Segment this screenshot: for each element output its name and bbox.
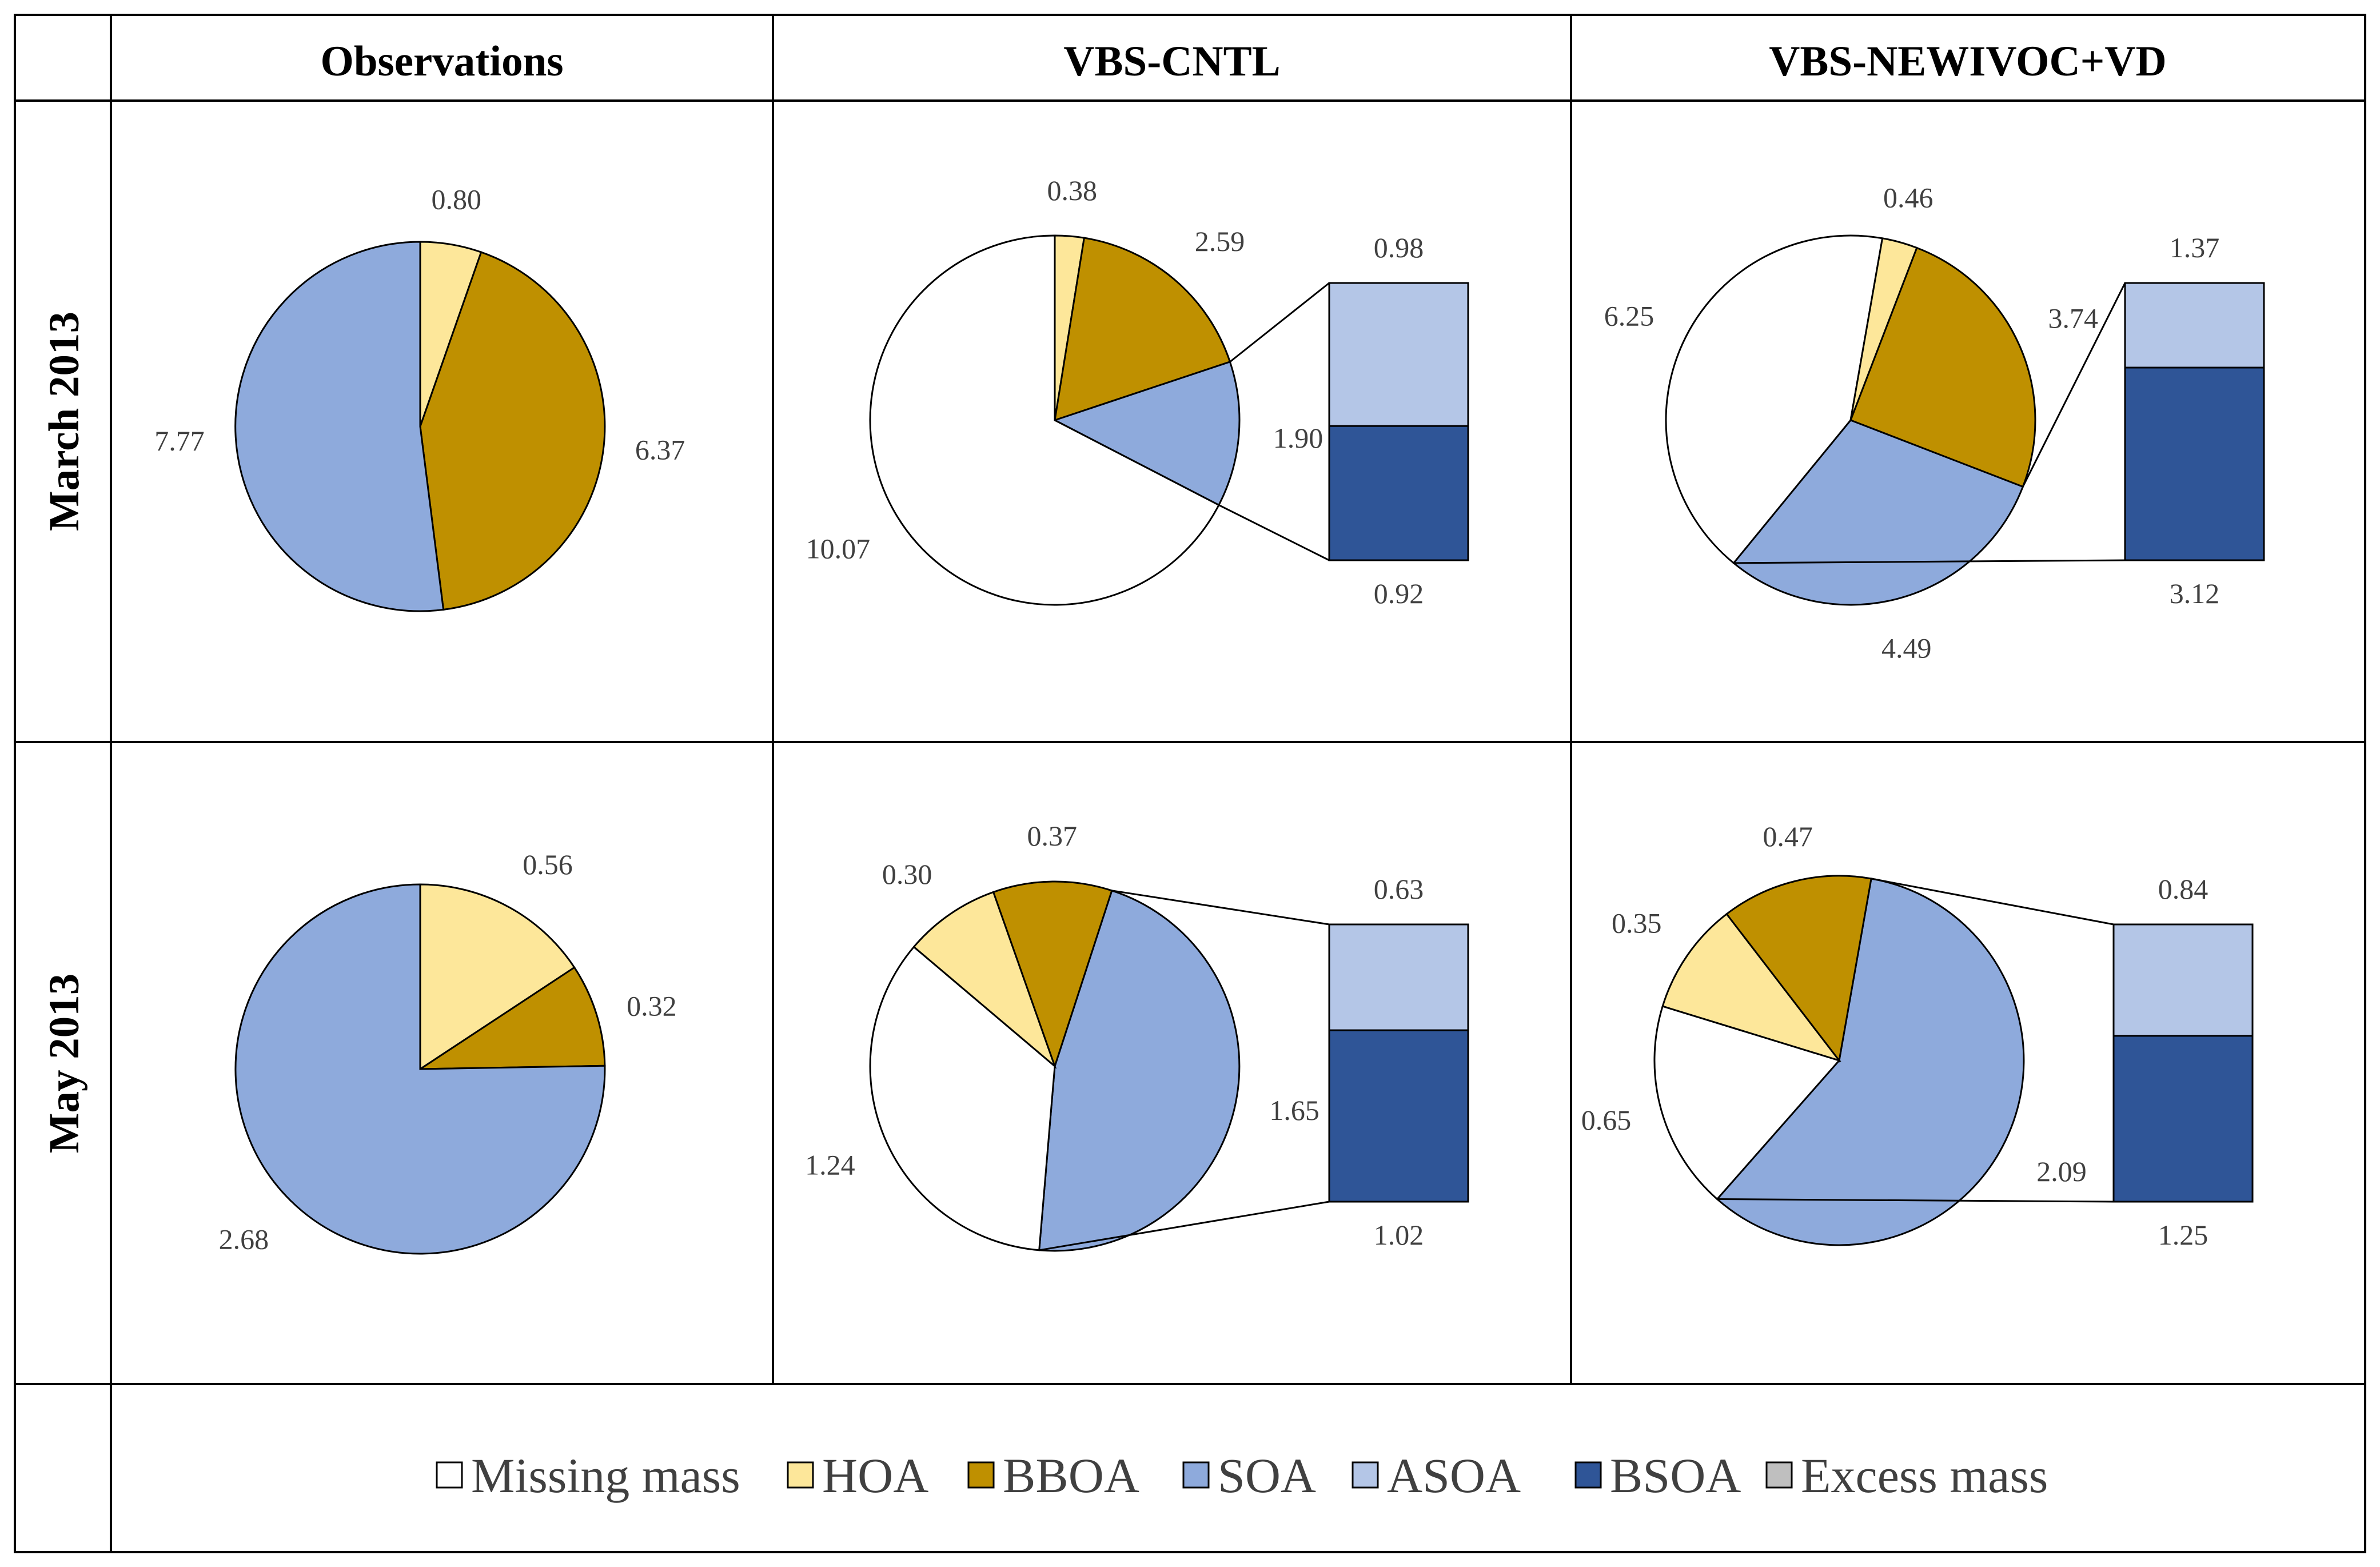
breakdown-label-asoa: 0.63: [1374, 873, 1424, 905]
data-label-soa: 1.65: [1269, 1094, 1319, 1126]
legend-label-bboa: BBOA: [1003, 1448, 1139, 1503]
pie-slice-missing-mass: [1653, 1005, 1841, 1201]
breakdown-bar-asoa: [2112, 923, 2254, 1037]
legend-label-excess-mass: Excess mass: [1801, 1448, 2048, 1503]
data-label-bboa: 2.59: [1195, 225, 1245, 257]
breakdown-label-bsoa: 0.92: [1374, 577, 1424, 609]
data-label-hoa: 0.30: [882, 858, 932, 890]
pie-slice-hoa: [419, 883, 576, 1071]
legend-swatch-missing-mass: [436, 1461, 463, 1489]
pie-slice-missing-mass: [1665, 234, 1884, 565]
breakdown-label-bsoa: 1.02: [1374, 1219, 1424, 1251]
pie-slice-missing-mass: [869, 946, 1056, 1251]
data-label-soa: 7.77: [154, 425, 205, 457]
breakdown-bar-bsoa: [1328, 1029, 1469, 1203]
pie-slice-soa: [1732, 419, 2024, 606]
data-label-bboa: 0.32: [627, 990, 677, 1022]
breakdown-label-asoa: 1.37: [2170, 232, 2220, 264]
pie-chart-march-vbs-cntl: 0.38 2.59 1.90 10.07 0.98 0.92: [806, 174, 1469, 609]
pie-slice-hoa: [1661, 912, 1842, 1062]
connector-line-bottom: [1733, 559, 2126, 564]
table-grid: [14, 14, 2366, 1553]
pie-chart-may-observations: 0.56 0.32 2.68: [219, 848, 677, 1255]
data-label-hoa: 0.35: [1612, 907, 1662, 939]
breakdown-label-bsoa: 1.25: [2158, 1219, 2208, 1251]
pie-chart-march-observations: 0.80 6.37 7.77: [154, 183, 685, 612]
pie-chart-may-vbs-cntl: 1.65 1.24 0.30 0.37 0.63 1.02: [805, 820, 1469, 1252]
breakdown-bar-asoa: [1328, 282, 1469, 427]
legend-swatch-soa: [1182, 1461, 1210, 1489]
data-label-missing-mass: 6.25: [1604, 300, 1655, 332]
data-label-hoa: 0.46: [1883, 182, 1933, 214]
data-label-bboa: 0.37: [1027, 820, 1078, 852]
breakdown-bar-bsoa: [1328, 425, 1469, 561]
data-label-hoa: 0.80: [432, 183, 482, 215]
connector-line-top: [2022, 282, 2126, 488]
data-label-bboa: 3.74: [2048, 302, 2099, 334]
breakdown-label-asoa: 0.98: [1374, 232, 1424, 264]
pie-slice-hoa: [1849, 237, 1918, 421]
data-label-soa: 2.68: [219, 1223, 269, 1255]
breakdown-bar-bsoa: [2112, 1035, 2254, 1203]
pie-slice-soa: [1053, 361, 1241, 507]
column-header-vbs-newivoc-vd: VBS-NEWIVOC+VD: [1769, 38, 2166, 85]
pie-slice-soa: [234, 883, 606, 1255]
data-label-hoa: 0.38: [1047, 174, 1097, 206]
connector-line-bottom: [1717, 1198, 2114, 1203]
connector-line-top: [1229, 282, 1330, 363]
table-border: [14, 14, 2366, 1553]
data-label-soa: 1.90: [1273, 422, 1323, 454]
pie-chart-may-vbs-newivoc-vd: 2.09 0.65 0.35 0.47 0.84 1.25: [1581, 820, 2254, 1251]
connector-line-top: [1871, 878, 2114, 926]
row-header-march-2013: March 2013: [41, 312, 88, 531]
data-label-bboa: 0.47: [1763, 820, 1813, 852]
pie-slice-soa: [234, 241, 445, 612]
row-header-may-2013: May 2013: [41, 974, 88, 1154]
data-label-soa: 4.49: [1881, 632, 1932, 664]
pie-slice-bboa: [419, 251, 606, 611]
data-label-missing-mass: 10.07: [806, 533, 871, 565]
connector-line-bottom: [1218, 504, 1330, 561]
column-header-observations: Observations: [320, 38, 563, 85]
breakdown-label-bsoa: 3.12: [2170, 577, 2220, 609]
connector-line-bottom: [1039, 1201, 1330, 1251]
data-label-missing-mass: 1.24: [805, 1149, 855, 1181]
data-label-bboa: 6.37: [635, 434, 685, 466]
legend-label-missing-mass: Missing mass: [471, 1448, 740, 1503]
pie-slice-bboa: [417, 966, 606, 1070]
legend-label-asoa: ASOA: [1387, 1448, 1521, 1503]
legend-swatch-bsoa: [1574, 1461, 1602, 1489]
connector-line-top: [1111, 890, 1330, 926]
data-label-soa: 2.09: [2036, 1155, 2087, 1187]
breakdown-bar-bsoa: [2124, 366, 2265, 561]
data-label-hoa: 0.56: [523, 848, 573, 880]
column-header-vbs-cntl: VBS-CNTL: [1063, 38, 1280, 85]
data-label-missing-mass: 0.65: [1581, 1104, 1632, 1136]
legend-swatch-excess-mass: [1765, 1461, 1793, 1489]
breakdown-bar-asoa: [1328, 923, 1469, 1031]
pie-slice-bboa: [1054, 237, 1231, 422]
legend-swatch-hoa: [787, 1461, 814, 1489]
pie-slice-soa: [1716, 878, 2025, 1246]
breakdown-label-asoa: 0.84: [2158, 873, 2208, 905]
legend-swatch-asoa: [1352, 1461, 1379, 1489]
legend-swatch-bboa: [967, 1461, 995, 1489]
pie-slice-missing-mass: [869, 234, 1220, 606]
breakdown-bar-asoa: [2124, 282, 2265, 369]
legend-label-soa: SOA: [1218, 1448, 1316, 1503]
pie-slice-bboa: [992, 880, 1113, 1069]
pie-slice-bboa: [1725, 875, 1872, 1063]
pie-slice-bboa: [1849, 246, 2036, 488]
pie-slice-hoa: [912, 891, 1057, 1069]
legend-label-bsoa: BSOA: [1610, 1448, 1741, 1503]
legend: Missing mass HOA BBOA SOA ASOA BSOA Excess mas…: [436, 1448, 2048, 1503]
legend-label-hoa: HOA: [822, 1448, 928, 1503]
pie-slice-soa: [1038, 889, 1241, 1252]
pie-chart-march-vbs-newivoc-vd: 3.74 4.49 6.25 0.46 1.37 3.12: [1604, 182, 2265, 664]
